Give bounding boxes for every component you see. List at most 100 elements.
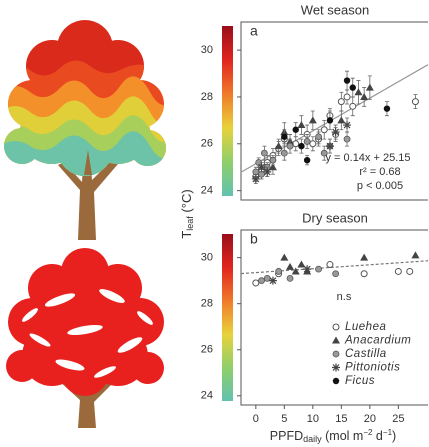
point <box>343 135 351 143</box>
legend-label: Pittoniotis <box>345 362 400 374</box>
point <box>331 128 340 137</box>
legend-marker <box>332 336 340 344</box>
point <box>308 116 317 124</box>
label-part: ) <box>392 429 396 443</box>
point <box>297 121 306 129</box>
legend-marker <box>332 323 340 331</box>
point <box>320 149 328 157</box>
point <box>260 149 268 157</box>
point <box>349 84 356 91</box>
point <box>292 126 299 133</box>
y-tick-label: 30 <box>201 252 213 264</box>
point <box>349 102 357 110</box>
point <box>309 140 317 148</box>
x-axis-label: PPFDdaily (mol m−2 d−1) <box>270 428 396 444</box>
point <box>252 279 260 287</box>
label-part: PPFD <box>270 429 303 443</box>
label-part: −1 <box>383 428 393 437</box>
point <box>343 77 351 84</box>
point <box>360 92 369 100</box>
y-tick-label: 24 <box>201 185 213 197</box>
point <box>315 265 322 273</box>
colorbar <box>222 26 233 196</box>
point <box>275 268 283 275</box>
x-tick-label: 0 <box>253 413 259 425</box>
point <box>325 142 334 151</box>
legend-marker <box>332 377 340 385</box>
point <box>343 121 352 130</box>
point <box>332 270 340 278</box>
point <box>298 142 305 150</box>
legend-marker <box>332 363 340 372</box>
point <box>268 163 277 171</box>
point <box>411 98 419 106</box>
x-tick-label: 10 <box>307 413 319 425</box>
point <box>303 138 311 145</box>
point <box>337 116 346 124</box>
point <box>406 267 414 275</box>
label-part: T <box>179 231 194 239</box>
fit-line <box>240 260 429 275</box>
legend-marker <box>332 350 340 358</box>
point <box>280 253 289 261</box>
label-part: −2 <box>363 428 373 437</box>
point <box>365 83 374 91</box>
x-tick-label: 25 <box>392 413 404 425</box>
panel-title: Dry season <box>302 210 368 225</box>
annotation: y = 0.14x + 25.15 <box>325 152 410 164</box>
panel-label: a <box>250 23 258 39</box>
legend-label: Luehea <box>345 321 386 333</box>
label-part: (mol m <box>322 429 364 443</box>
point <box>280 149 288 157</box>
point <box>268 276 277 285</box>
point <box>281 133 288 140</box>
point <box>286 142 294 150</box>
y-tick-label: 28 <box>201 298 213 310</box>
point <box>269 156 277 164</box>
point <box>337 98 345 106</box>
point <box>326 261 334 269</box>
x-tick-label: 20 <box>364 413 376 425</box>
label-part: (°C) <box>179 189 194 216</box>
point <box>343 93 351 101</box>
point <box>383 105 391 112</box>
point <box>411 251 420 259</box>
point <box>354 88 363 96</box>
tree-wet <box>4 20 166 240</box>
point <box>360 253 369 261</box>
y-tick-label: 28 <box>201 91 213 103</box>
point <box>257 163 266 172</box>
panel-label: b <box>250 231 258 247</box>
panel: Wet season 24 26 28 30 a y = 0.14x + 25.15 r² =… <box>179 2 429 239</box>
y-tick-label: 30 <box>201 44 213 56</box>
y-axis-label: Tleaf (°C) <box>179 189 195 238</box>
tree-dry <box>6 248 164 428</box>
colorbar <box>222 234 233 401</box>
point <box>303 265 312 274</box>
point <box>274 142 283 150</box>
y-tick-label: 26 <box>201 138 213 150</box>
point <box>394 267 402 275</box>
point <box>251 174 260 183</box>
axis-frame <box>240 21 428 201</box>
annotation: r² = 0.68 <box>359 166 400 178</box>
label-part: leaf <box>185 216 195 231</box>
x-tick-label: 5 <box>281 413 287 425</box>
point <box>291 267 300 275</box>
point <box>303 156 311 164</box>
legend-label: Anacardium <box>344 335 411 347</box>
annotation: p < 0.005 <box>357 180 403 192</box>
point <box>258 277 265 285</box>
point <box>286 262 295 270</box>
point <box>263 167 272 176</box>
legend-label: Castilla <box>345 348 387 360</box>
point <box>320 126 328 134</box>
x-tick-label: 15 <box>335 413 347 425</box>
point <box>360 270 368 278</box>
panel-title: Wet season <box>301 2 369 17</box>
axis-frame <box>240 229 428 406</box>
y-tick-label: 26 <box>201 344 213 356</box>
point <box>297 260 306 268</box>
y-tick-label: 24 <box>201 390 213 402</box>
